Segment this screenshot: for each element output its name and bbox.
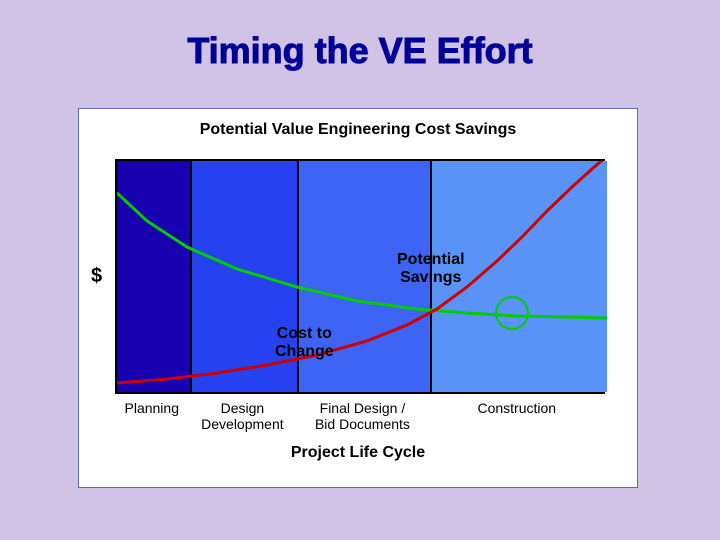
y-axis-label: $ bbox=[91, 265, 102, 288]
annotation-potential-savings: PotentialSavings bbox=[397, 251, 465, 288]
phase-label-0: Planning bbox=[115, 400, 189, 416]
phase-label-2: Final Design /Bid Documents bbox=[296, 400, 428, 432]
annotation-cost-to-change: Cost toChange bbox=[275, 325, 334, 362]
slide-title: Timing the VE Effort bbox=[0, 30, 720, 72]
chart-subtitle: Potential Value Engineering Cost Savings bbox=[79, 121, 637, 139]
intersection-marker bbox=[496, 297, 528, 329]
curves-svg bbox=[117, 161, 607, 396]
phase-label-3: Construction bbox=[429, 400, 605, 416]
cost-to-change-curve bbox=[117, 161, 607, 383]
phase-label-1: DesignDevelopment bbox=[189, 400, 297, 432]
x-axis-title: Project Life Cycle bbox=[79, 444, 637, 462]
savings-curve bbox=[117, 193, 607, 318]
chart-frame: Potential Value Engineering Cost Savings… bbox=[78, 108, 638, 488]
slide: Timing the VE Effort Potential Value Eng… bbox=[0, 0, 720, 540]
plot-area: PotentialSavings Cost toChange bbox=[115, 159, 605, 394]
